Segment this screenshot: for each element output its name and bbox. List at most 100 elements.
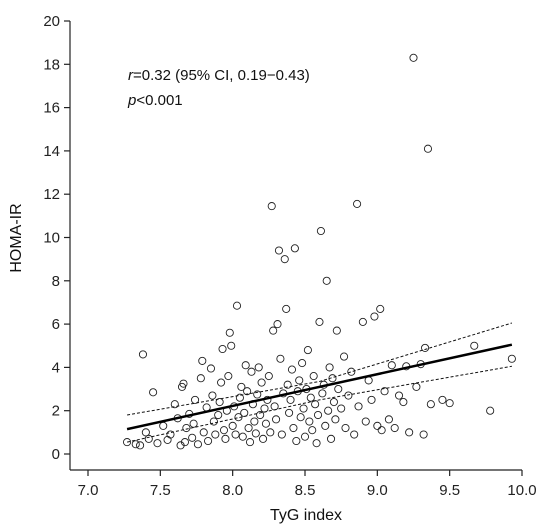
data-point: [264, 372, 273, 381]
x-axis-label: TyG index: [270, 507, 342, 524]
data-point: [309, 372, 318, 381]
x-tick-label: 10.0: [507, 482, 536, 499]
data-point: [282, 304, 291, 313]
data-point: [277, 430, 286, 439]
data-point: [324, 406, 333, 415]
data-point: [131, 440, 140, 449]
data-point: [231, 430, 240, 439]
data-point: [144, 434, 153, 443]
p-symbol: p: [127, 92, 136, 109]
data-point: [196, 374, 205, 383]
y-tick-label: 10: [43, 230, 60, 247]
data-point: [149, 388, 158, 397]
data-point: [225, 328, 234, 337]
data-point: [337, 404, 346, 413]
data-point: [321, 421, 330, 430]
data-point: [272, 415, 281, 424]
data-point: [370, 312, 379, 321]
data-point: [318, 389, 327, 398]
regression-line: [126, 343, 513, 431]
data-point: [292, 436, 301, 446]
data-point: [315, 317, 324, 326]
data-point: [209, 417, 218, 426]
data-point: [214, 410, 223, 420]
data-point: [376, 304, 385, 313]
data-point: [394, 391, 404, 400]
data-point: [486, 406, 495, 415]
data-point: [311, 400, 320, 409]
data-point: [261, 419, 270, 428]
data-point: [373, 421, 382, 430]
data-point: [287, 365, 297, 374]
data-point: [191, 395, 200, 404]
data-point: [274, 246, 284, 255]
data-point: [470, 341, 479, 350]
data-point: [316, 226, 325, 236]
ci-upper-line: [127, 322, 513, 416]
data-point: [215, 397, 224, 407]
data-point: [353, 199, 362, 208]
x-tick-label: 9.0: [367, 482, 388, 499]
data-point: [361, 417, 370, 426]
x-tick-label: 8.5: [295, 482, 316, 499]
data-point: [193, 440, 202, 449]
data-point: [300, 432, 310, 441]
data-point: [347, 367, 356, 376]
p-text: <0.001: [136, 92, 182, 109]
data-point: [267, 202, 276, 211]
data-point: [123, 438, 132, 447]
r-text: =0.32 (95% CI, 0.19−0.43): [133, 67, 310, 84]
data-point: [218, 344, 227, 354]
data-point: [163, 435, 172, 444]
data-point: [377, 426, 386, 435]
data-point: [266, 428, 275, 437]
data-point: [182, 423, 191, 433]
data-point: [331, 415, 340, 424]
data-point: [387, 361, 396, 370]
data-point: [141, 428, 150, 437]
x-tick-label: 7.0: [78, 482, 99, 499]
data-point: [138, 350, 148, 359]
data-point: [270, 402, 279, 411]
data-point: [170, 400, 179, 409]
data-point: [296, 413, 305, 422]
data-points: [123, 53, 516, 450]
data-point: [251, 429, 260, 438]
data-point: [208, 391, 217, 400]
data-point: [257, 378, 266, 387]
x-tick-label: 8.0: [222, 482, 243, 499]
data-point: [354, 402, 363, 411]
data-point: [260, 404, 269, 413]
data-point: [390, 423, 399, 433]
y-axis-label: HOMA-IR: [8, 203, 25, 272]
data-point: [507, 354, 516, 363]
data-point: [380, 387, 389, 396]
data-point: [285, 408, 294, 417]
data-point: [329, 397, 338, 407]
data-point: [384, 415, 393, 424]
data-point: [153, 439, 162, 448]
data-point: [258, 434, 268, 443]
data-point: [238, 432, 247, 441]
data-point: [438, 395, 447, 404]
y-tick-label: 18: [43, 56, 60, 73]
data-point: [312, 439, 321, 448]
data-point: [399, 397, 408, 407]
data-point: [269, 326, 278, 335]
y-axis-ticks: 0 2 4 6 8 10 12 14 16 18 20: [43, 13, 70, 463]
data-point: [283, 380, 292, 389]
x-tick-label: 9.5: [439, 482, 460, 499]
data-point: [273, 320, 282, 329]
data-point: [254, 363, 263, 372]
data-point: [189, 419, 198, 428]
data-point: [159, 421, 168, 430]
data-point: [326, 434, 336, 443]
data-point: [245, 438, 255, 447]
data-point: [237, 382, 246, 391]
data-point: [290, 244, 299, 253]
data-point: [344, 391, 353, 400]
data-point: [419, 430, 428, 439]
data-point: [204, 436, 213, 446]
data-point: [445, 399, 454, 408]
data-point: [313, 410, 323, 420]
